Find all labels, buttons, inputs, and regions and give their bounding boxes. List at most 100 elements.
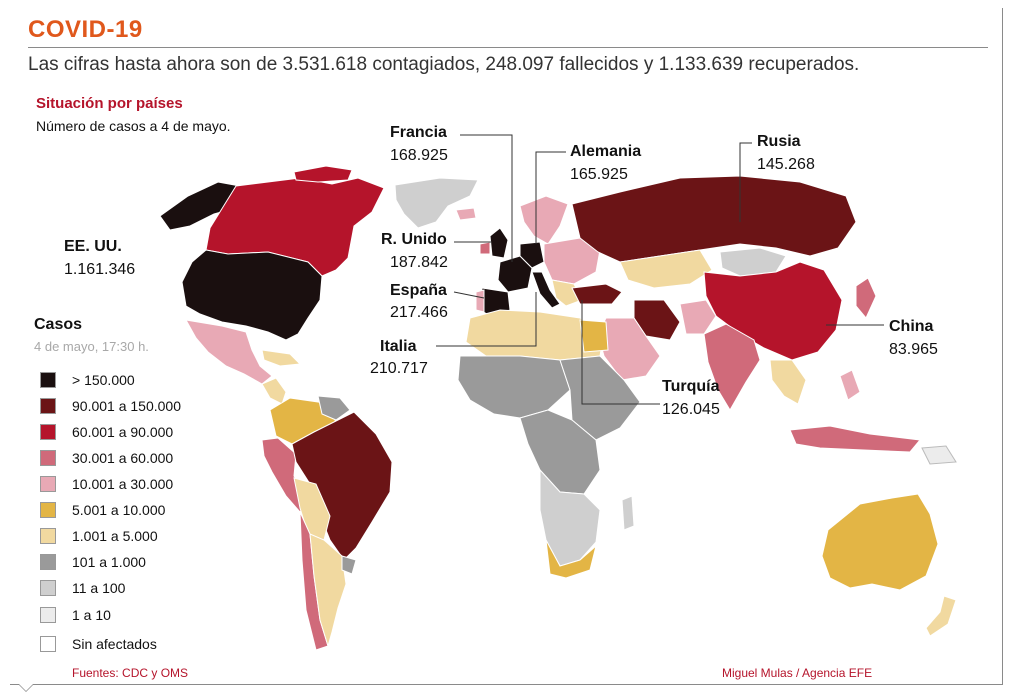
leader-lines bbox=[436, 134, 884, 405]
legend-item: 1.001 a 5.000 bbox=[40, 526, 158, 546]
frame-right-border bbox=[1002, 8, 1003, 684]
label-alemania-value: 165.925 bbox=[570, 166, 628, 183]
region-east-africa[interactable] bbox=[559, 355, 641, 441]
legend-item: 30.001 a 60.000 bbox=[40, 448, 173, 468]
page-subtitle: Las cifras hasta ahora son de 3.531.618 … bbox=[28, 54, 860, 75]
region-uk[interactable] bbox=[489, 227, 509, 259]
legend-item: 90.001 a 150.000 bbox=[40, 396, 181, 416]
region-italy[interactable] bbox=[531, 271, 561, 309]
label-china-name: China bbox=[889, 318, 934, 335]
label-espana-name: España bbox=[390, 282, 447, 299]
region-southern-africa[interactable] bbox=[539, 468, 601, 567]
region-central-africa[interactable] bbox=[519, 409, 601, 495]
legend-label: 30.001 a 60.000 bbox=[72, 450, 174, 466]
region-south-africa[interactable] bbox=[545, 539, 597, 579]
leader-line-francia bbox=[460, 134, 513, 262]
legend-label: 90.001 a 150.000 bbox=[72, 398, 181, 414]
legend-title: Casos bbox=[34, 316, 83, 333]
legend-swatch bbox=[40, 398, 56, 414]
region-indonesia[interactable] bbox=[789, 425, 921, 453]
label-runido-value: 187.842 bbox=[390, 254, 448, 271]
legend-label: 1 a 10 bbox=[72, 607, 111, 623]
label-runido-name: R. Unido bbox=[381, 231, 447, 248]
region-balkans[interactable] bbox=[551, 279, 583, 307]
region-argentina[interactable] bbox=[309, 533, 347, 648]
label-eeuu-name: EE. UU. bbox=[64, 238, 122, 255]
region-caribbean[interactable] bbox=[261, 349, 302, 367]
legend-label: Sin afectados bbox=[72, 636, 157, 652]
label-rusia-value: 145.268 bbox=[757, 156, 815, 173]
region-canada-islands[interactable] bbox=[293, 165, 353, 183]
label-espana-value: 217.466 bbox=[390, 304, 448, 321]
region-png[interactable] bbox=[921, 445, 957, 465]
region-greenland[interactable] bbox=[394, 177, 479, 229]
region-china[interactable] bbox=[703, 261, 843, 361]
label-eeuu-value: 1.161.346 bbox=[64, 261, 136, 278]
region-japan[interactable] bbox=[855, 277, 877, 319]
region-iceland[interactable] bbox=[455, 207, 477, 221]
legend-item: 11 a 100 bbox=[40, 578, 125, 598]
legend-label: 11 a 100 bbox=[72, 580, 126, 596]
section-title: Situación por países bbox=[36, 95, 183, 112]
label-turquia-value: 126.045 bbox=[662, 401, 720, 418]
leader-line-espana bbox=[453, 291, 485, 299]
legend-label: 101 a 1.000 bbox=[72, 554, 146, 570]
region-kazakhstan[interactable] bbox=[619, 249, 713, 289]
region-madagascar[interactable] bbox=[621, 495, 635, 531]
label-china-value: 83.965 bbox=[889, 341, 938, 358]
legend-item: 60.001 a 90.000 bbox=[40, 422, 173, 442]
region-india[interactable] bbox=[703, 323, 761, 411]
legend-swatch bbox=[40, 502, 56, 518]
legend-swatch bbox=[40, 372, 56, 388]
label-italia-value: 210.717 bbox=[370, 360, 428, 377]
region-west-africa[interactable] bbox=[457, 355, 571, 419]
legend-item: Sin afectados bbox=[40, 634, 157, 654]
label-turquia-name: Turquía bbox=[662, 378, 720, 395]
legend-item: 101 a 1.000 bbox=[40, 552, 146, 572]
region-scandinavia[interactable] bbox=[519, 195, 569, 245]
region-russia[interactable] bbox=[571, 175, 857, 263]
legend-label: 60.001 a 90.000 bbox=[72, 424, 174, 440]
region-egypt[interactable] bbox=[579, 319, 609, 353]
legend-swatch bbox=[40, 424, 56, 440]
region-usa[interactable] bbox=[181, 249, 323, 341]
leader-line-rusia bbox=[739, 142, 752, 222]
region-portugal[interactable] bbox=[475, 289, 485, 313]
legend-item: 1 a 10 bbox=[40, 605, 111, 625]
region-turkey[interactable] bbox=[571, 283, 623, 305]
legend-swatch bbox=[40, 476, 56, 492]
region-philippines[interactable] bbox=[839, 369, 861, 401]
region-pakistan[interactable] bbox=[679, 299, 717, 335]
region-australia[interactable] bbox=[821, 493, 939, 591]
region-new-zealand[interactable] bbox=[925, 595, 957, 637]
legend-swatch bbox=[40, 636, 56, 652]
section-note: Número de casos a 4 de mayo. bbox=[36, 118, 231, 134]
label-alemania-name: Alemania bbox=[570, 143, 642, 160]
leader-line-italia bbox=[436, 292, 537, 347]
page-title: COVID-19 bbox=[28, 16, 143, 43]
region-guianas[interactable] bbox=[317, 395, 351, 421]
legend-swatch bbox=[40, 528, 56, 544]
region-mexico[interactable] bbox=[185, 319, 273, 385]
footer-credit: Miguel Mulas / Agencia EFE bbox=[722, 666, 873, 680]
legend-swatch bbox=[40, 607, 56, 623]
region-southeast-asia[interactable] bbox=[769, 359, 807, 405]
leader-line-alemania bbox=[535, 151, 566, 244]
legend-swatch bbox=[40, 580, 56, 596]
legend-label: 5.001 a 10.000 bbox=[72, 502, 166, 518]
region-ireland[interactable] bbox=[479, 241, 491, 255]
region-central-america[interactable] bbox=[261, 377, 287, 405]
legend-label: > 150.000 bbox=[72, 372, 135, 388]
legend-label: 1.001 a 5.000 bbox=[72, 528, 158, 544]
footer-source: Fuentes: CDC y OMS bbox=[72, 666, 189, 680]
region-germany[interactable] bbox=[519, 241, 545, 269]
title-rule bbox=[28, 47, 988, 48]
frame-bottom-border bbox=[10, 684, 1003, 685]
legend-swatch bbox=[40, 450, 56, 466]
label-francia-value: 168.925 bbox=[390, 147, 448, 164]
leader-line-turquia bbox=[581, 300, 660, 405]
label-italia-name: Italia bbox=[380, 338, 417, 355]
legend-item: 10.001 a 30.000 bbox=[40, 474, 173, 494]
region-uruguay[interactable] bbox=[341, 555, 357, 575]
